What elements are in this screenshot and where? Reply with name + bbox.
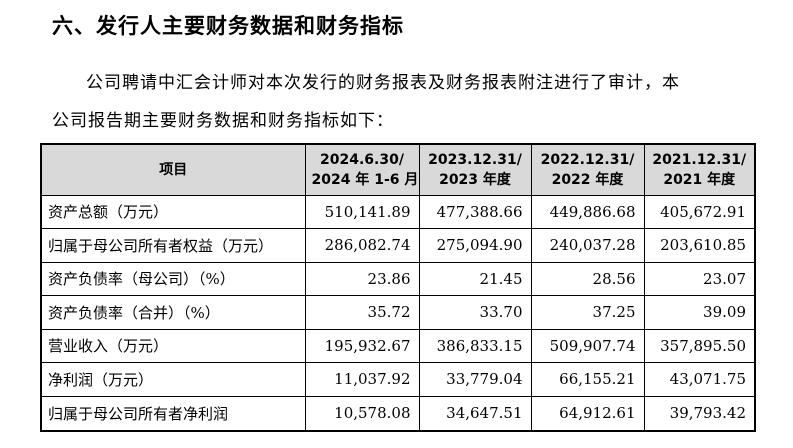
table-cell-value: 286,082.74 bbox=[304, 228, 420, 263]
table-cell-value: 203,610.85 bbox=[643, 228, 754, 263]
row-label: 归属于母公司所有者权益（万元） bbox=[42, 228, 306, 263]
table-row: 资产负债率（母公司）（%） 23.86 21.45 28.56 23.07 bbox=[42, 261, 754, 296]
table-cell-value: 240,037.28 bbox=[530, 228, 645, 263]
financial-table-container: 项目 2024.6.30/2024 年 1-6 月 2023.12.31/202… bbox=[40, 143, 756, 432]
table-cell-value: 386,833.15 bbox=[418, 328, 532, 363]
table-row: 净利润（万元） 11,037.92 33,779.04 66,155.21 43,071… bbox=[42, 362, 754, 397]
table-cell-value: 28.56 bbox=[530, 261, 645, 296]
column-header-2021: 2021.12.31/2021 年度 bbox=[643, 145, 754, 196]
table-cell-value: 477,388.66 bbox=[418, 194, 532, 229]
column-header-2022: 2022.12.31/2022 年度 bbox=[530, 145, 645, 196]
financial-data-table: 项目 2024.6.30/2024 年 1-6 月 2023.12.31/202… bbox=[42, 145, 754, 430]
row-label: 归属于母公司所有者净利润 bbox=[42, 395, 306, 430]
table-cell-value: 39,793.42 bbox=[643, 395, 754, 430]
table-cell-value: 405,672.91 bbox=[643, 194, 754, 229]
row-label: 资产负债率（合并）（%） bbox=[42, 295, 306, 330]
table-row: 归属于母公司所有者净利润 10,578.08 34,647.51 64,912.61 3… bbox=[42, 395, 754, 430]
table-cell-value: 509,907.74 bbox=[530, 328, 645, 363]
table-cell-value: 43,071.75 bbox=[643, 362, 754, 397]
row-label: 营业收入（万元） bbox=[42, 328, 306, 363]
table-cell-value: 64,912.61 bbox=[530, 395, 645, 430]
table-cell-value: 35.72 bbox=[304, 295, 420, 330]
table-row: 资产负债率（合并）（%） 35.72 33.70 37.25 39.09 bbox=[42, 295, 754, 330]
table-header-row: 项目 2024.6.30/2024 年 1-6 月 2023.12.31/202… bbox=[42, 145, 754, 196]
table-cell-value: 510,141.89 bbox=[304, 194, 420, 229]
table-cell-value: 275,094.90 bbox=[418, 228, 532, 263]
table-cell-value: 21.45 bbox=[418, 261, 532, 296]
table-cell-value: 357,895.50 bbox=[643, 328, 754, 363]
table-cell-value: 66,155.21 bbox=[530, 362, 645, 397]
table-row: 归属于母公司所有者权益（万元） 286,082.74 275,094.90 240,0… bbox=[42, 228, 754, 263]
table-row: 营业收入（万元） 195,932.67 386,833.15 509,907.74 35… bbox=[42, 328, 754, 363]
table-cell-value: 34,647.51 bbox=[418, 395, 532, 430]
table-cell-value: 33,779.04 bbox=[418, 362, 532, 397]
intro-line-1: 公司聘请中汇会计师对本次发行的财务报表及财务报表附注进行了审计，本 bbox=[86, 73, 680, 93]
table-cell-value: 23.86 bbox=[304, 261, 420, 296]
column-header-2023: 2023.12.31/2023 年度 bbox=[418, 145, 532, 196]
table-cell-value: 195,932.67 bbox=[304, 328, 420, 363]
intro-paragraph: 公司聘请中汇会计师对本次发行的财务报表及财务报表附注进行了审计，本 公司报告期主… bbox=[52, 64, 752, 140]
table-cell-value: 33.70 bbox=[418, 295, 532, 330]
table-row: 资产总额（万元） 510,141.89 477,388.66 449,886.68 40… bbox=[42, 194, 754, 229]
table-cell-value: 11,037.92 bbox=[304, 362, 420, 397]
row-label: 净利润（万元） bbox=[42, 362, 306, 397]
section-heading: 六、发行人主要财务数据和财务指标 bbox=[52, 14, 404, 38]
table-cell-value: 23.07 bbox=[643, 261, 754, 296]
table-cell-value: 10,578.08 bbox=[304, 395, 420, 430]
table-cell-value: 39.09 bbox=[643, 295, 754, 330]
intro-line-2: 公司报告期主要财务数据和财务指标如下： bbox=[52, 111, 394, 131]
row-label: 资产负债率（母公司）（%） bbox=[42, 261, 306, 296]
table-cell-value: 37.25 bbox=[530, 295, 645, 330]
column-header-item: 项目 bbox=[42, 145, 306, 196]
column-header-2024h1: 2024.6.30/2024 年 1-6 月 bbox=[304, 145, 420, 196]
row-label: 资产总额（万元） bbox=[42, 194, 306, 229]
table-cell-value: 449,886.68 bbox=[530, 194, 645, 229]
